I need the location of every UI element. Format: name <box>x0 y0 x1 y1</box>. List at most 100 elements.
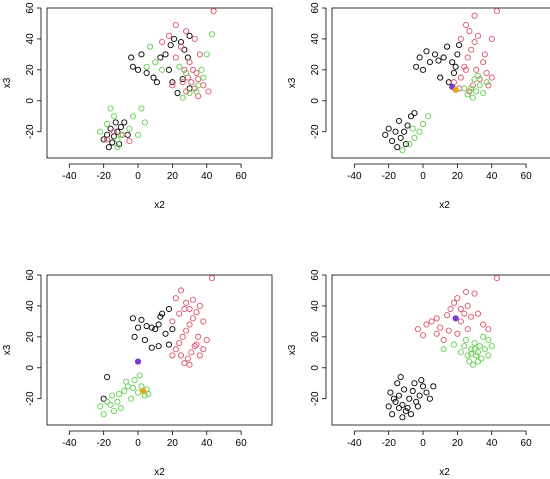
data-point <box>457 35 464 42</box>
data-point <box>181 305 188 313</box>
data-point <box>169 352 176 359</box>
data-point <box>200 318 207 325</box>
data-point <box>150 74 157 81</box>
data-point <box>425 113 432 120</box>
data-point <box>131 377 138 384</box>
data-point <box>179 333 186 340</box>
data-point <box>426 395 433 402</box>
scatter-panel-3: -40 -20 0 20 40 60 -20 0 20 40 60 x2 x3 <box>2 269 273 478</box>
data-point <box>107 401 114 408</box>
x-tick-label: 0 <box>420 438 426 449</box>
data-point <box>148 344 155 351</box>
data-point <box>419 66 427 73</box>
data-point <box>116 391 123 398</box>
data-point <box>186 321 193 328</box>
data-point <box>110 113 118 120</box>
x-tick-label: -40 <box>62 171 77 182</box>
y-tick-label: -20 <box>25 124 36 139</box>
data-point <box>129 63 136 70</box>
x-tick-label: 0 <box>135 171 141 182</box>
data-point <box>447 305 454 313</box>
data-point <box>188 79 195 86</box>
x-tick-label: 20 <box>167 438 179 449</box>
data-point <box>189 296 197 303</box>
data-point <box>167 42 174 49</box>
data-point <box>493 275 500 282</box>
data-point <box>183 299 190 306</box>
data-point <box>128 395 135 402</box>
data-point <box>402 408 409 415</box>
data-point <box>433 330 440 337</box>
data-point <box>179 94 186 101</box>
x-tick-label: 60 <box>236 438 248 449</box>
data-point <box>437 74 444 81</box>
data-point <box>485 336 492 343</box>
data-point <box>454 51 461 58</box>
data-point <box>485 352 492 359</box>
data-point <box>390 395 397 402</box>
data-point <box>172 54 179 61</box>
data-point <box>462 336 470 343</box>
data-point <box>401 128 408 135</box>
data-point <box>474 32 482 39</box>
data-point <box>419 332 427 339</box>
data-point <box>485 326 492 333</box>
data-point <box>389 411 396 418</box>
y-tick-label: 20 <box>310 64 321 76</box>
data-point <box>159 66 166 73</box>
data-point <box>100 395 107 402</box>
y-tick-label: 20 <box>310 331 321 343</box>
data-point <box>138 316 145 323</box>
plot-frame <box>46 7 273 159</box>
data-point <box>198 66 205 73</box>
data-point <box>480 333 487 340</box>
x-tick-label: 40 <box>486 438 498 449</box>
data-point <box>382 131 389 138</box>
data-point <box>423 389 430 396</box>
scatter-panel-4: -40 -20 0 20 40 60 -20 0 20 40 60 x2 x3 <box>287 269 550 478</box>
data-point <box>208 31 215 38</box>
data-point <box>193 341 200 348</box>
y-tick-label: 40 <box>25 300 36 312</box>
y-tick-label: 60 <box>25 2 36 14</box>
data-point <box>462 288 470 296</box>
y-tick-label: 0 <box>310 98 321 104</box>
data-point <box>191 343 198 350</box>
data-point <box>450 341 457 348</box>
data-point <box>129 315 136 322</box>
data-point <box>468 85 475 92</box>
data-point <box>179 79 186 86</box>
data-point <box>474 310 482 317</box>
x-axis-title: x2 <box>154 200 165 211</box>
data-point <box>143 322 150 330</box>
data-point <box>165 341 172 348</box>
data-point <box>469 82 476 89</box>
data-point <box>162 330 169 337</box>
x-tick-label: -20 <box>381 171 396 182</box>
data-point <box>119 131 126 138</box>
data-point <box>457 318 464 325</box>
data-point <box>440 336 447 343</box>
y-tick-label: 0 <box>25 98 36 104</box>
data-point <box>404 122 411 129</box>
data-point <box>110 133 118 140</box>
data-point <box>110 408 118 415</box>
data-point <box>177 38 185 46</box>
data-point <box>406 395 413 402</box>
data-point <box>177 287 185 294</box>
data-point <box>462 66 470 73</box>
data-point <box>419 383 427 390</box>
x-tick-label: -20 <box>96 171 111 182</box>
y-tick-label: 0 <box>310 365 321 371</box>
data-point <box>387 389 394 396</box>
y-axis-title: x3 <box>287 344 298 355</box>
data-point <box>389 137 396 145</box>
data-point <box>169 318 176 325</box>
x-axis-title: x2 <box>439 200 450 211</box>
data-point <box>196 51 203 58</box>
data-point <box>392 128 399 135</box>
data-point <box>117 131 124 138</box>
scatter-panel-2: -40 -20 0 20 40 60 -20 0 20 40 60 x2 x3 <box>287 2 550 211</box>
y-tick-label: 60 <box>25 269 36 281</box>
data-point <box>128 54 135 61</box>
